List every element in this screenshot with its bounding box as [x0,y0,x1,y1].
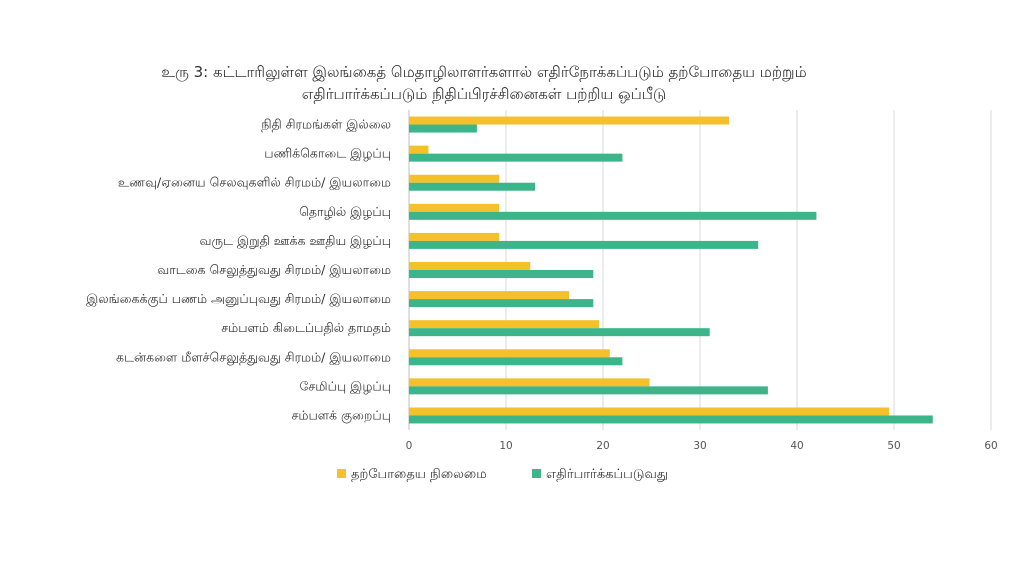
bar-current [409,291,570,300]
bar-expected [409,328,710,337]
bar-expected [409,124,477,133]
category-label: நிதி சிரமங்கள் இல்லை [261,117,391,133]
bar-current [409,174,500,183]
bars [409,116,933,424]
bar-current [409,203,500,212]
bar-expected [409,153,623,162]
x-tick-label: 10 [499,440,512,452]
category-label: இலங்கைக்குப் பணம் அனுப்புவது சிரமம்/ இயல… [86,291,391,307]
x-tick-label: 20 [596,440,609,452]
x-tick-label: 60 [984,440,997,452]
category-label: சம்பளம் கிடைப்பதில் தாமதம் [221,320,391,335]
legend-label-current: தற்போதைய நிலைமை [351,467,487,482]
bar-current [409,320,600,329]
bar-current [409,407,890,416]
bar-current [409,262,531,270]
bar-expected [409,386,768,395]
category-label: தொழில் இழப்பு [299,204,391,220]
x-tick-label: 40 [790,440,803,452]
chart-title-line-1: உரு 3: கட்டாரிலுள்ள இலங்கைத் மெதாழிலாளர்… [161,63,806,82]
bar-expected [409,299,594,308]
x-tick-label: 30 [693,440,706,452]
category-label: உணவு/ஏனைய செலவுகளில் சிரமம்/ இயலாமை [118,175,391,191]
bar-expected [409,240,759,249]
bar-current [409,378,650,387]
category-label: சேமிப்பு இழப்பு [300,378,392,394]
bar-expected [409,182,536,191]
bar-expected [409,270,594,278]
category-label: கடன்களை மீளச்செலுத்துவது சிரமம்/ இயலாமை [116,349,391,365]
legend: தற்போதைய நிலைமை எதிர்பார்க்கப்படுவது [337,467,668,482]
x-tick-label: 0 [406,440,413,452]
legend-label-expected: எதிர்பார்க்கப்படுவது [546,467,668,482]
category-labels: நிதி சிரமங்கள் இல்லை பணிக்கொடை இழப்பு உணவு… [86,117,391,424]
bar-expected [409,211,817,220]
x-tick-label: 50 [887,440,900,452]
chart-title-line-2: எதிர்பார்க்கப்படும் நிதிப்பிரச்சினைகள் ப… [302,85,667,103]
category-label: சம்பளக் குறைப்பு [291,407,391,423]
bar-current [409,145,429,154]
legend-swatch-expected [532,469,541,478]
legend-swatch-current [337,469,346,478]
gridlines [408,110,992,430]
category-label: வருட இறுதி ஊக்க ஊதிய இழப்பு [200,233,391,249]
bar-expected [409,357,623,366]
x-axis-ticks: 0 10 20 30 40 50 60 [406,440,998,452]
bar-expected [409,415,933,424]
bar-current [409,349,610,358]
category-label: வாடகை செலுத்துவது சிரமம்/ இயலாமை [157,262,391,278]
category-label: பணிக்கொடை இழப்பு [264,146,391,162]
bar-current [409,116,730,125]
bar-current [409,232,500,241]
